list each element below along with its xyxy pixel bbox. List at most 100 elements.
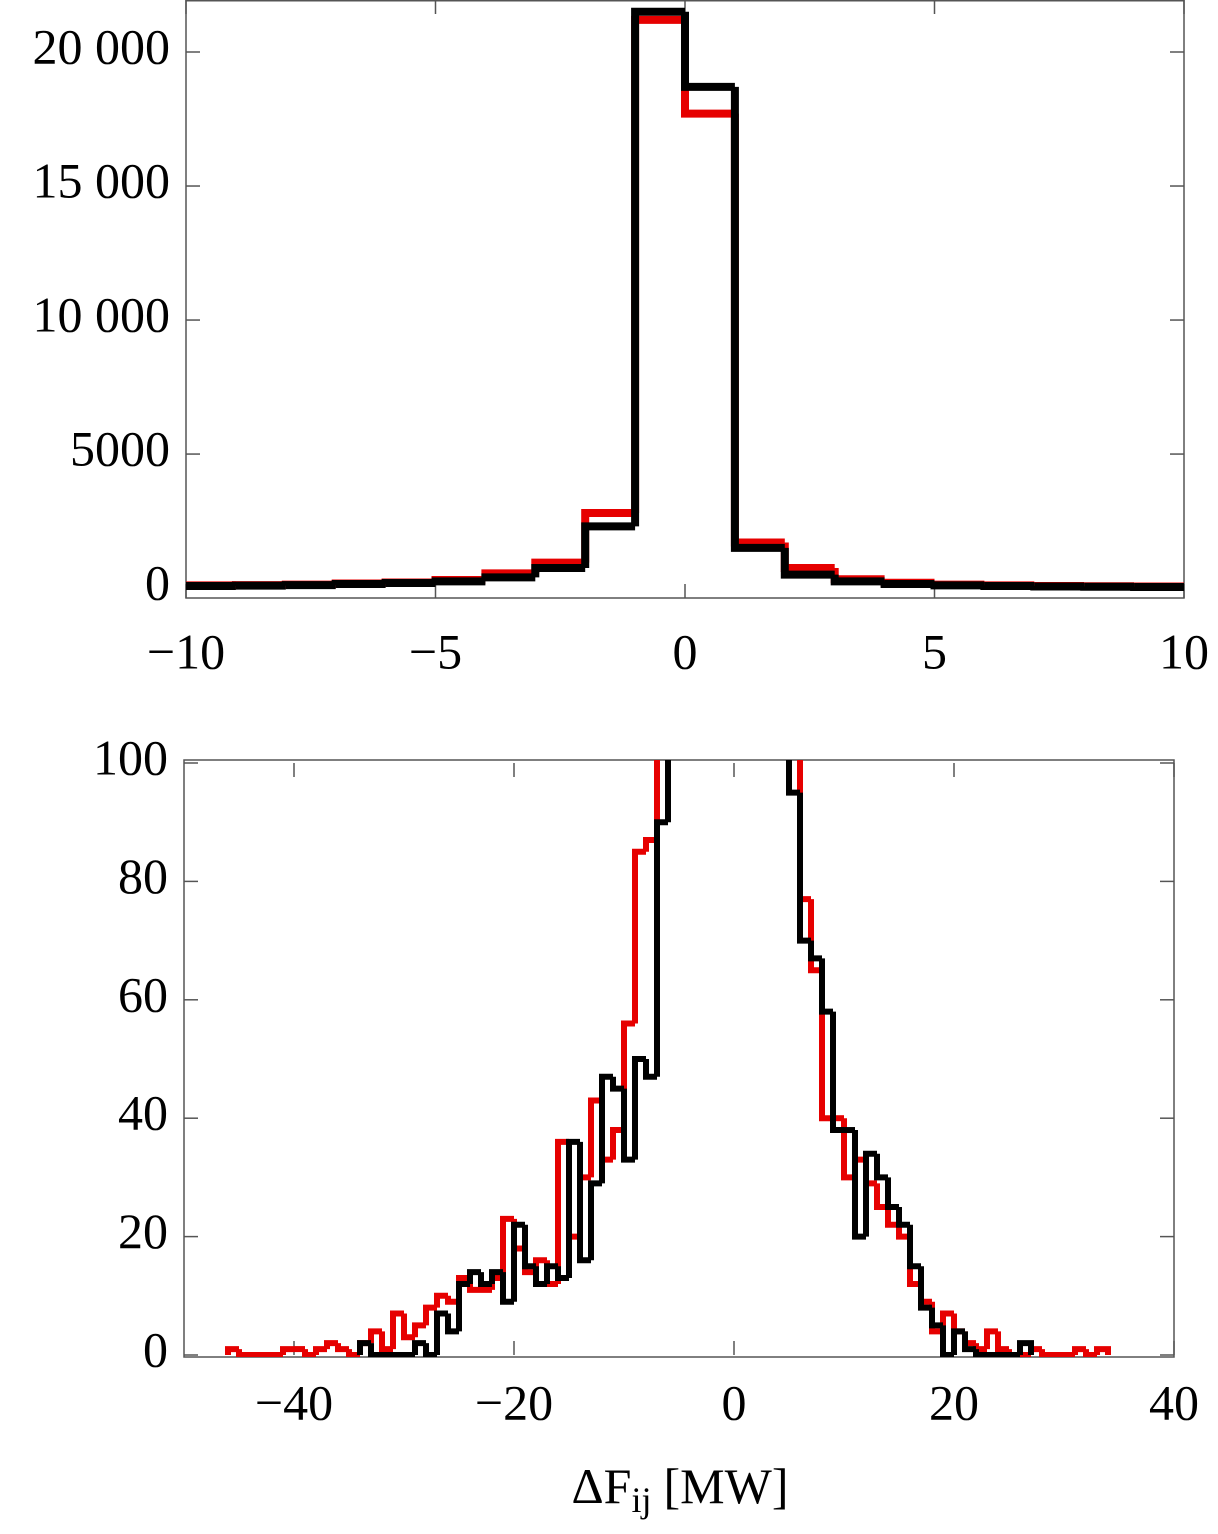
histogram-bin [489, 1269, 503, 1284]
histogram-bin [918, 1266, 932, 1311]
plot-area [225, 0, 1111, 1357]
histogram-bin [357, 1340, 371, 1355]
histogram-bin [808, 899, 822, 974]
x-tick-label: −10 [147, 623, 225, 679]
histogram-bin [381, 578, 436, 587]
histogram-bin [940, 1325, 954, 1357]
histogram-bin [533, 1266, 547, 1287]
histogram-bin [511, 1221, 525, 1302]
histogram-bin [500, 1215, 514, 1279]
histogram-bin [481, 573, 536, 582]
histogram-bin [445, 1295, 459, 1305]
x-label-sub: ij [632, 1480, 652, 1520]
histogram-bin [797, 792, 811, 944]
histogram-bin [522, 1224, 536, 1270]
histogram-bin [500, 1272, 514, 1305]
histogram-bin [896, 1207, 910, 1228]
histogram-bin [555, 1138, 569, 1284]
histogram-bin [368, 1328, 382, 1344]
histogram-bin [423, 1304, 437, 1326]
histogram-bin [434, 1292, 448, 1308]
histogram-bin [531, 563, 586, 578]
histogram-bin [885, 1177, 899, 1210]
histogram-bin [681, 19, 735, 118]
histogram-bin [1039, 1349, 1053, 1357]
x-tick-label: 0 [722, 1374, 747, 1430]
histogram-bin [281, 581, 336, 590]
histogram-bin [581, 509, 636, 563]
histogram-bin [874, 1153, 888, 1181]
histogram-bin [581, 522, 636, 568]
histogram-bin [780, 547, 835, 579]
histogram-bin [1094, 1346, 1111, 1355]
histogram-bin [225, 1346, 239, 1355]
histogram-bin [412, 1340, 426, 1355]
histogram-bin [555, 1266, 569, 1282]
histogram-bin [885, 1207, 899, 1228]
histogram-bin [778, 0, 789, 171]
histogram-bin [730, 113, 785, 547]
histogram-bin [621, 1088, 635, 1163]
histogram-bin [654, 819, 668, 1077]
histogram-bin [643, 1059, 657, 1080]
histogram-bin [896, 1224, 910, 1240]
y-tick-label: 20 [118, 1203, 168, 1259]
histogram-bin [390, 1310, 404, 1350]
histogram-bin [467, 1269, 481, 1284]
histogram-bin [665, 760, 671, 823]
histogram-bin [1130, 583, 1184, 592]
y-tick-label: 60 [118, 966, 168, 1022]
plot-frame [183, 759, 1175, 1358]
histogram-bin [984, 1328, 998, 1350]
x-tick-label: −40 [255, 1374, 333, 1430]
histogram-bin [324, 1340, 338, 1350]
y-tick-label: 0 [143, 1321, 168, 1377]
histogram-bin [929, 1307, 943, 1329]
y-tick-label: 15 000 [33, 152, 171, 208]
histogram-bin [456, 1280, 470, 1332]
x-tick-label: 20 [929, 1374, 979, 1430]
histogram-bin [610, 1127, 624, 1160]
histogram-bin [588, 1097, 602, 1178]
histogram-bin [280, 1346, 294, 1355]
x-label-unit: [MW] [664, 1458, 789, 1514]
histogram-bin [331, 580, 386, 589]
histogram-bin [830, 574, 885, 586]
histogram-bin [544, 1263, 558, 1284]
histogram-bin [668, 171, 679, 585]
histogram-bin [643, 836, 657, 852]
x-tick-label: 40 [1149, 1374, 1199, 1430]
y-tick-label: 10 000 [33, 287, 171, 343]
x-axis-label: ΔFij [MW] [572, 1458, 789, 1520]
histogram-bin [819, 958, 833, 1015]
histogram-bin [951, 1328, 965, 1355]
x-tick-label: 10 [1159, 623, 1209, 679]
x-tick-label: −20 [475, 1374, 553, 1430]
histogram-bin [789, 171, 800, 585]
histogram-bin [995, 1331, 1009, 1353]
histogram-bin [930, 581, 985, 590]
histogram-bin [841, 1118, 855, 1181]
histogram-bin [778, 0, 789, 467]
histogram-bin [819, 970, 833, 1122]
histogram-bin [379, 1331, 393, 1353]
histogram-bin [423, 1343, 437, 1357]
histogram-bin [730, 86, 785, 552]
y-tick-label: 20 000 [33, 18, 171, 74]
histogram-bin [830, 1011, 844, 1134]
plot-area [186, 7, 1184, 592]
histogram-bin [808, 940, 822, 962]
y-tick-label: 5000 [70, 421, 170, 477]
histogram-bin [852, 1130, 866, 1240]
histogram-bin [599, 1073, 613, 1184]
histogram-bin [577, 1141, 591, 1264]
histogram-bin [412, 1322, 426, 1338]
histogram-bin [313, 1346, 327, 1355]
histogram-bin [588, 1180, 602, 1261]
histogram-bin [681, 11, 735, 91]
y-tick-label: 100 [93, 729, 168, 785]
histogram-bin [880, 580, 935, 589]
histogram-bin [1017, 1340, 1034, 1355]
histogram-bin [431, 577, 486, 586]
